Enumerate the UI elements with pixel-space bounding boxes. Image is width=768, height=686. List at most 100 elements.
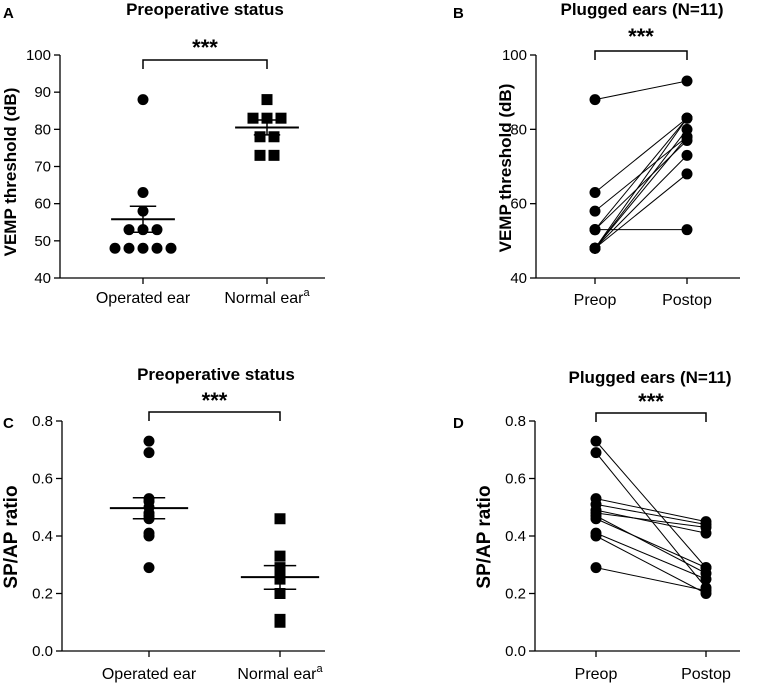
data-point-square	[268, 131, 280, 143]
postop-point	[681, 224, 693, 236]
preop-point	[589, 187, 601, 199]
preop-point	[589, 94, 601, 106]
data-point-square	[274, 513, 286, 525]
postop-point	[700, 562, 712, 574]
y-tick-label: 0.4	[505, 528, 526, 545]
y-tick-label: 40	[34, 270, 51, 287]
panel-a-y-axis-label: VEMP threshold (dB)	[1, 88, 20, 257]
panel-d-label: D	[453, 415, 464, 432]
postop-point	[700, 585, 712, 597]
data-point-square	[274, 550, 286, 562]
panel-b-title: Plugged ears (N=11)	[561, 0, 724, 19]
x-category-superscript: a	[317, 663, 324, 675]
significance-marker: ***	[192, 35, 218, 60]
data-point-circle	[109, 242, 121, 254]
data-point-circle	[165, 242, 177, 254]
postop-point	[681, 149, 693, 161]
data-point-circle	[151, 224, 163, 236]
panel-b-label: B	[453, 5, 464, 22]
y-tick-label: 90	[34, 84, 51, 101]
y-tick-label: 0.0	[505, 643, 526, 660]
preop-point	[590, 562, 602, 574]
panel-b-plot: 40 60 80 100 Preop Postop ***	[502, 24, 740, 309]
paired-line	[594, 117, 688, 249]
panel-c: C Preoperative status SP/AP ratio 0.0 0.2…	[1, 365, 325, 683]
panel-b-y-axis-label: VEMP threshold (dB)	[496, 84, 515, 253]
data-point-square	[261, 112, 273, 124]
postop-point	[681, 134, 693, 146]
paired-line	[595, 518, 707, 569]
paired-line	[594, 117, 688, 193]
y-tick-label: 80	[510, 121, 527, 138]
paired-line	[594, 80, 688, 101]
paired-line	[594, 140, 688, 231]
data-point-square	[268, 149, 280, 161]
significance-marker: ***	[628, 24, 654, 49]
significance-bracket	[594, 50, 688, 60]
data-point-square	[254, 131, 266, 143]
paired-line	[595, 509, 707, 534]
paired-line	[595, 440, 707, 568]
panel-d: D Plugged ears (N=11) SP/AP ratio 0.0 0.2…	[453, 368, 740, 683]
significance-marker: ***	[638, 389, 664, 414]
preop-point	[590, 435, 602, 447]
x-category-label: Operated ear	[102, 666, 197, 683]
significance-bracket	[148, 411, 281, 421]
x-category-label: Normal eara	[224, 287, 310, 307]
preop-point	[590, 513, 602, 525]
paired-line	[595, 498, 707, 523]
y-tick-label: 0.6	[505, 471, 526, 488]
data-point-circle	[143, 530, 155, 542]
x-category-label: Normal eara	[237, 663, 323, 683]
paired-line	[594, 129, 688, 249]
x-category-label: Operated ear	[96, 290, 191, 307]
y-tick-label: 0.6	[32, 471, 53, 488]
postop-point	[700, 573, 712, 585]
paired-line	[594, 117, 688, 231]
y-tick-label: 0.2	[505, 586, 526, 603]
y-tick-label: 100	[502, 47, 527, 64]
y-tick-label: 50	[34, 233, 51, 250]
x-category-label: Preop	[574, 292, 617, 309]
paired-line	[595, 532, 707, 580]
panel-a-title: Preoperative status	[126, 0, 284, 19]
data-point-square	[275, 112, 287, 124]
data-point-circle	[143, 447, 155, 459]
data-point-circle	[151, 242, 163, 254]
significance-bracket	[595, 412, 707, 422]
y-tick-label: 100	[26, 47, 51, 64]
panel-a-label: A	[3, 5, 14, 22]
significance-bracket	[142, 59, 268, 69]
paired-line	[594, 173, 688, 249]
data-point-square	[254, 149, 266, 161]
x-category-label: Preop	[575, 666, 618, 683]
data-point-circle	[143, 435, 155, 447]
preop-point	[590, 447, 602, 459]
panel-d-title: Plugged ears (N=11)	[569, 368, 732, 387]
y-tick-label: 0.0	[32, 643, 53, 660]
y-tick-label: 0.2	[32, 586, 53, 603]
panel-d-y-axis-label: SP/AP ratio	[474, 485, 495, 588]
data-point-square	[247, 112, 259, 124]
y-tick-label: 0.8	[32, 413, 53, 430]
paired-line	[595, 535, 707, 594]
paired-line	[595, 512, 707, 528]
panel-a-plot: 40 50 60 70 80 90 100 Operated ear Normal eara **…	[26, 35, 325, 307]
preop-point	[589, 205, 601, 217]
panel-c-plot: 0.0 0.2 0.4 0.6 0.8 Operated ear Normal eara **…	[32, 388, 325, 683]
data-point-circle	[137, 94, 149, 106]
paired-line	[595, 503, 707, 525]
paired-line	[595, 567, 707, 592]
preop-point	[589, 242, 601, 254]
panel-c-title: Preoperative status	[137, 365, 295, 384]
postop-point	[700, 521, 712, 533]
x-category-label: Postop	[681, 666, 731, 683]
x-category-superscript: a	[304, 287, 311, 299]
preop-point	[590, 530, 602, 542]
significance-marker: ***	[202, 388, 228, 413]
y-tick-label: 40	[510, 270, 527, 287]
y-tick-label: 80	[34, 121, 51, 138]
panel-a: A Preoperative status VEMP threshold (dB…	[1, 0, 325, 307]
data-point-circle	[123, 224, 135, 236]
postop-point	[681, 75, 693, 87]
